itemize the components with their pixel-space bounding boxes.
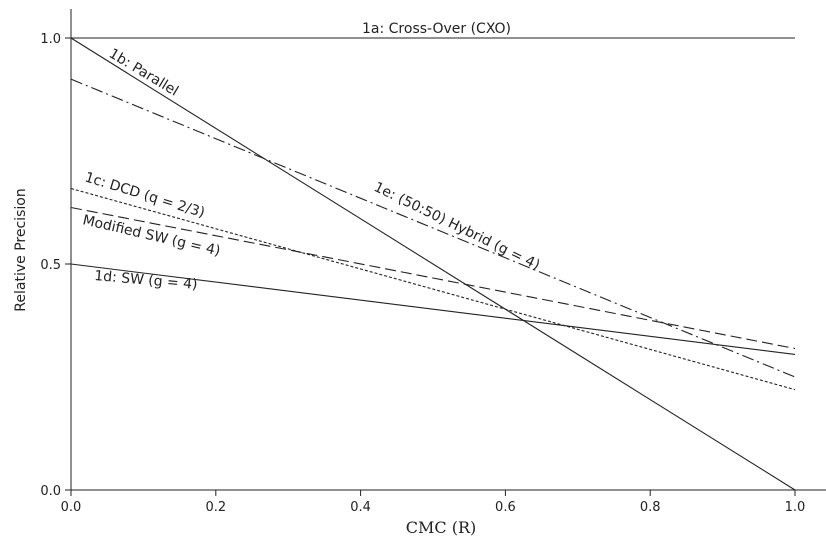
label-1d: 1d: SW (g = 4) bbox=[94, 268, 199, 293]
series-line-2 bbox=[70, 187, 796, 391]
label-1c: 1c: DCD (q = 2/3) bbox=[83, 170, 207, 222]
x-ticks: 0.0 0.2 0.4 0.6 0.8 1.0 bbox=[61, 490, 806, 515]
x-tick-label: 0.0 bbox=[61, 500, 82, 515]
series-line-1 bbox=[70, 37, 796, 491]
x-tick-label: 0.8 bbox=[640, 500, 661, 515]
label-1a: 1a: Cross-Over (CXO) bbox=[362, 21, 511, 37]
label-1e: 1e: (50:50) Hybrid (g = 4) bbox=[371, 179, 542, 273]
x-tick-label: 0.4 bbox=[350, 500, 371, 515]
x-tick-label: 0.6 bbox=[495, 500, 516, 515]
series-lines bbox=[70, 37, 796, 491]
y-tick-label: 0.5 bbox=[40, 258, 61, 273]
series-line-3 bbox=[70, 263, 796, 355]
x-axis-title: CMC (R) bbox=[406, 518, 476, 537]
y-axis-title: Relative Precision bbox=[13, 188, 29, 311]
axes bbox=[70, 9, 826, 491]
y-tick-label: 0.0 bbox=[40, 484, 61, 499]
x-tick-label: 1.0 bbox=[785, 500, 806, 515]
series-line-5 bbox=[70, 206, 796, 350]
series-line-4 bbox=[70, 78, 796, 378]
label-1b: 1b: Parallel bbox=[106, 46, 181, 100]
y-ticks: 0.0 0.5 1.0 bbox=[40, 32, 71, 499]
x-tick-label: 0.2 bbox=[205, 500, 226, 515]
y-tick-label: 1.0 bbox=[40, 32, 61, 47]
